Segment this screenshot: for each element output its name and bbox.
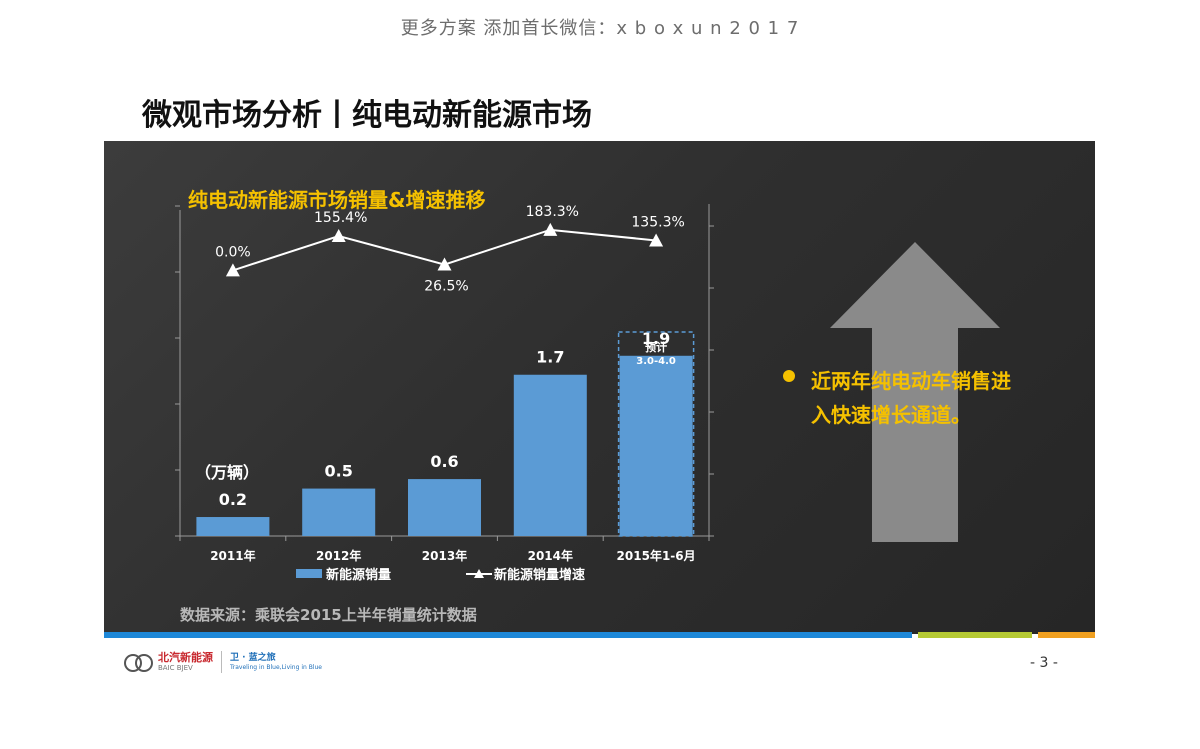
logo-divider xyxy=(221,651,222,673)
legend-bar-label: 新能源销量 xyxy=(326,567,391,583)
bar-value-label: 1.7 xyxy=(536,348,564,367)
line-value-label: 183.3% xyxy=(526,204,579,220)
y-axis-right-ticks xyxy=(709,225,714,537)
chart-title: 纯电动新能源市场销量&增速推移 xyxy=(188,188,486,212)
footer-bar-green xyxy=(918,632,1032,638)
forecast-dashed-box xyxy=(617,331,695,537)
bar-value-label: 1.9 xyxy=(642,329,670,348)
bar xyxy=(513,374,587,536)
line-value-label: 26.5% xyxy=(424,279,468,295)
bullet-dot-icon xyxy=(783,370,795,382)
logo-brand-cn: 北汽新能源 xyxy=(158,650,213,664)
logo-brand-en: BAIC BJEV xyxy=(158,663,193,672)
bullet-text: 近两年纯电动车销售进 入快速增长通道。 xyxy=(811,364,1051,432)
bar-series xyxy=(196,355,693,536)
x-axis-ticks xyxy=(179,536,710,541)
category-label: 2013年 xyxy=(422,548,467,563)
bar xyxy=(408,479,481,536)
bar-labels: 0.2 0.5 0.6 1.7 1.9 xyxy=(219,329,671,509)
line-point xyxy=(649,233,664,247)
up-arrow-icon xyxy=(830,242,1000,542)
bar-value-label: 0.6 xyxy=(430,452,458,471)
y-axis-left-ticks xyxy=(175,205,180,537)
footer-bar-orange xyxy=(1038,632,1095,638)
forecast-label: 预计 xyxy=(645,340,667,354)
bar-value-label: 0.5 xyxy=(325,462,353,481)
line-value-label: 155.4% xyxy=(314,210,367,226)
logo-slogan-cn: 卫 · 蓝之旅 xyxy=(230,652,276,663)
category-label: 2011年 xyxy=(210,548,255,563)
bar xyxy=(302,488,376,536)
bullet-line-1: 近两年纯电动车销售进 xyxy=(811,369,1011,393)
line-point xyxy=(331,229,346,243)
bar-value-label: 0.2 xyxy=(219,490,247,509)
baic-logo-icon xyxy=(124,654,153,672)
line-point xyxy=(543,222,558,236)
logo-slogan-en: Traveling in Blue,Living in Blue xyxy=(230,663,322,671)
header-watermark: 更多方案 添加首长微信：x b o x u n 2 0 1 7 xyxy=(400,18,800,39)
slide-title: 微观市场分析丨纯电动新能源市场 xyxy=(142,98,592,133)
forecast-box: 预计 3.0-4.0 xyxy=(617,331,695,537)
forecast-range: 3.0-4.0 xyxy=(636,356,676,367)
line-labels: 0.0% 155.4% 26.5% 183.3% 135.3% xyxy=(215,204,685,295)
category-labels: 2011年 2012年 2013年 2014年 2015年1-6月 xyxy=(210,548,695,563)
bar xyxy=(196,517,270,536)
triangle-marker-icon xyxy=(474,569,484,578)
line-value-label: 0.0% xyxy=(215,244,251,260)
legend-line-label: 新能源销量增速 xyxy=(494,567,585,583)
bar xyxy=(619,355,693,536)
footer-bar-blue xyxy=(104,632,912,638)
line-value-label: 135.3% xyxy=(631,214,684,230)
line-point xyxy=(437,257,452,271)
page-number: - 3 - xyxy=(1030,655,1058,671)
unit-label: （万辆） xyxy=(195,463,259,482)
category-label: 2012年 xyxy=(316,548,361,563)
bullet-line-2: 入快速增长通道。 xyxy=(811,403,971,427)
category-label: 2015年1-6月 xyxy=(617,548,696,563)
legend-bar-swatch xyxy=(296,569,322,578)
company-logo: 北汽新能源 BAIC BJEV 卫 · 蓝之旅 Traveling in Blu… xyxy=(124,650,322,674)
category-label: 2014年 xyxy=(528,548,573,563)
data-source: 数据来源：乘联会2015上半年销量统计数据 xyxy=(180,606,477,624)
line-point xyxy=(225,263,240,277)
line-series xyxy=(225,222,664,277)
